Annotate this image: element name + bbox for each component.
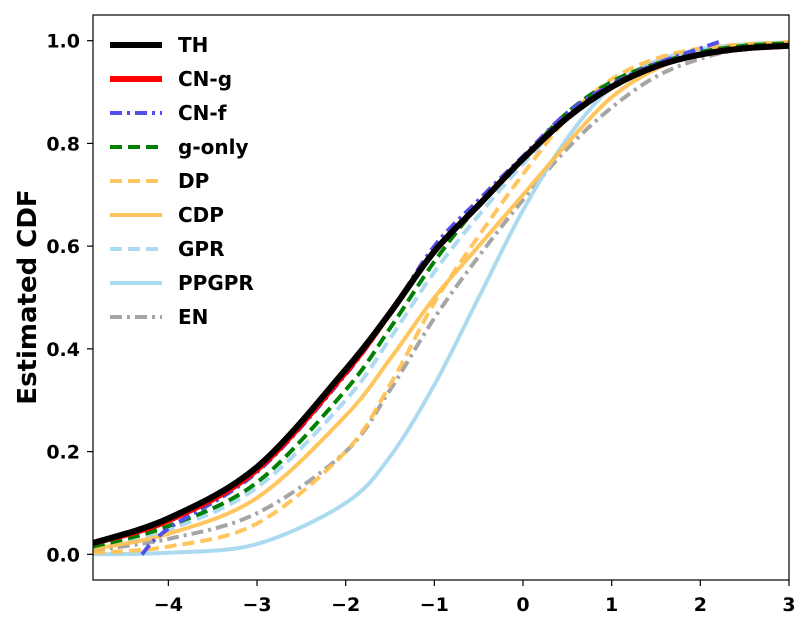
x-tick-label: 0 xyxy=(516,594,529,616)
legend: TH CN-g CN-f g-only DP CDP GPR PPGPR EN xyxy=(110,33,254,329)
legend-label-cn-g: CN-g xyxy=(178,67,232,91)
legend-label-th: TH xyxy=(178,33,208,57)
series-line-cn-f xyxy=(140,38,724,556)
series-layer xyxy=(93,38,789,557)
x-tick-label: 2 xyxy=(694,594,707,616)
series-line-dp xyxy=(93,40,789,555)
x-tick-label: −3 xyxy=(242,594,271,616)
x-tick-label: 3 xyxy=(782,594,795,616)
legend-label-cn-f: CN-f xyxy=(178,101,227,125)
legend-label-gpr: GPR xyxy=(178,237,224,261)
y-tick-label: 0.8 xyxy=(46,133,80,155)
plot-frame xyxy=(92,14,790,581)
x-tick-label: 1 xyxy=(605,594,618,616)
legend-label-g-only: g-only xyxy=(178,135,249,159)
x-tick-label: −1 xyxy=(420,594,449,616)
y-axis-label: Estimated CDF xyxy=(13,189,43,404)
y-tick-label: 0.0 xyxy=(46,544,80,566)
legend-label-dp: DP xyxy=(178,169,209,193)
y-tick-label: 0.4 xyxy=(46,339,80,361)
legend-label-cdp: CDP xyxy=(178,203,224,227)
y-tick-label: 0.2 xyxy=(46,442,80,464)
y-axis: 0.0 0.2 0.4 0.6 0.8 1.0 xyxy=(46,31,93,566)
y-tick-label: 1.0 xyxy=(46,31,80,53)
series-line-en xyxy=(93,42,789,553)
y-tick-label: 0.6 xyxy=(46,236,80,258)
x-tick-label: −2 xyxy=(331,594,360,616)
x-tick-label: −4 xyxy=(154,594,183,616)
legend-label-en: EN xyxy=(178,305,208,329)
legend-label-ppgpr: PPGPR xyxy=(178,271,254,295)
series-line-th xyxy=(93,42,789,546)
x-axis: −4 −3 −2 −1 0 1 2 3 xyxy=(154,580,796,616)
